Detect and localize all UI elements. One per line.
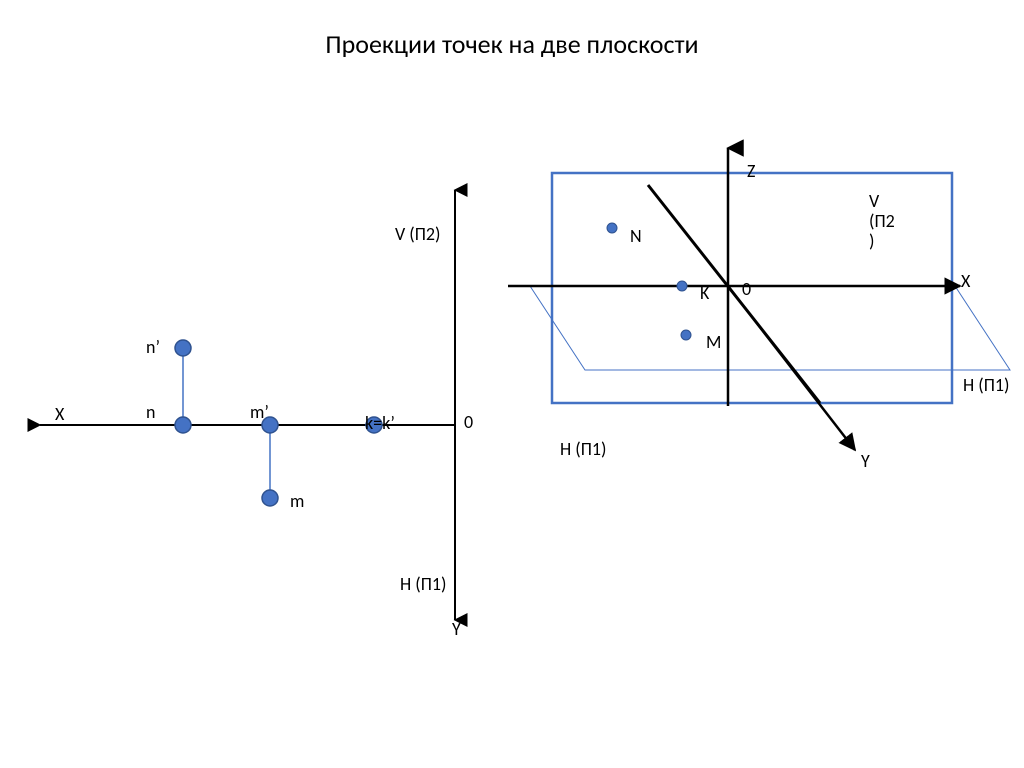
right-label-Hax: H (П1) [560, 440, 607, 460]
right-label-zero: 0 [742, 280, 751, 300]
right-label-Y: Y [861, 452, 870, 472]
left-label-V: V (П2) [395, 225, 441, 245]
right-point-M [681, 330, 691, 340]
left-diagram [40, 190, 455, 620]
left-label-k: k=k’ [365, 414, 395, 434]
right-label-Hpl: H (П1) [963, 376, 1010, 396]
right-label-N: N [630, 227, 642, 247]
left-point-m [262, 490, 278, 506]
left-label-X: X [55, 405, 64, 425]
left-label-Y: Y [452, 620, 461, 640]
diagram-svg [0, 0, 1024, 768]
right-point-N [607, 223, 617, 233]
right-label-X: X [961, 272, 970, 292]
right-point-K [677, 281, 687, 291]
left-label-n: n [146, 403, 155, 423]
left-point-n [175, 417, 191, 433]
left-point-n-prime [175, 340, 191, 356]
left-label-m_prime: m’ [250, 403, 269, 423]
right-label-Vpl: V (П2 ) [869, 192, 895, 251]
left-label-H: H (П1) [400, 575, 447, 595]
left-label-n_prime: n’ [146, 338, 160, 358]
right-label-K: K [700, 284, 709, 304]
right-plane-h [530, 286, 1010, 370]
right-label-M: M [706, 333, 721, 353]
right-diagram [508, 148, 1010, 450]
right-label-Z: Z [747, 162, 755, 182]
left-label-zero: 0 [464, 413, 473, 433]
right-y-axis [728, 286, 855, 450]
left-label-m: m [290, 492, 304, 512]
